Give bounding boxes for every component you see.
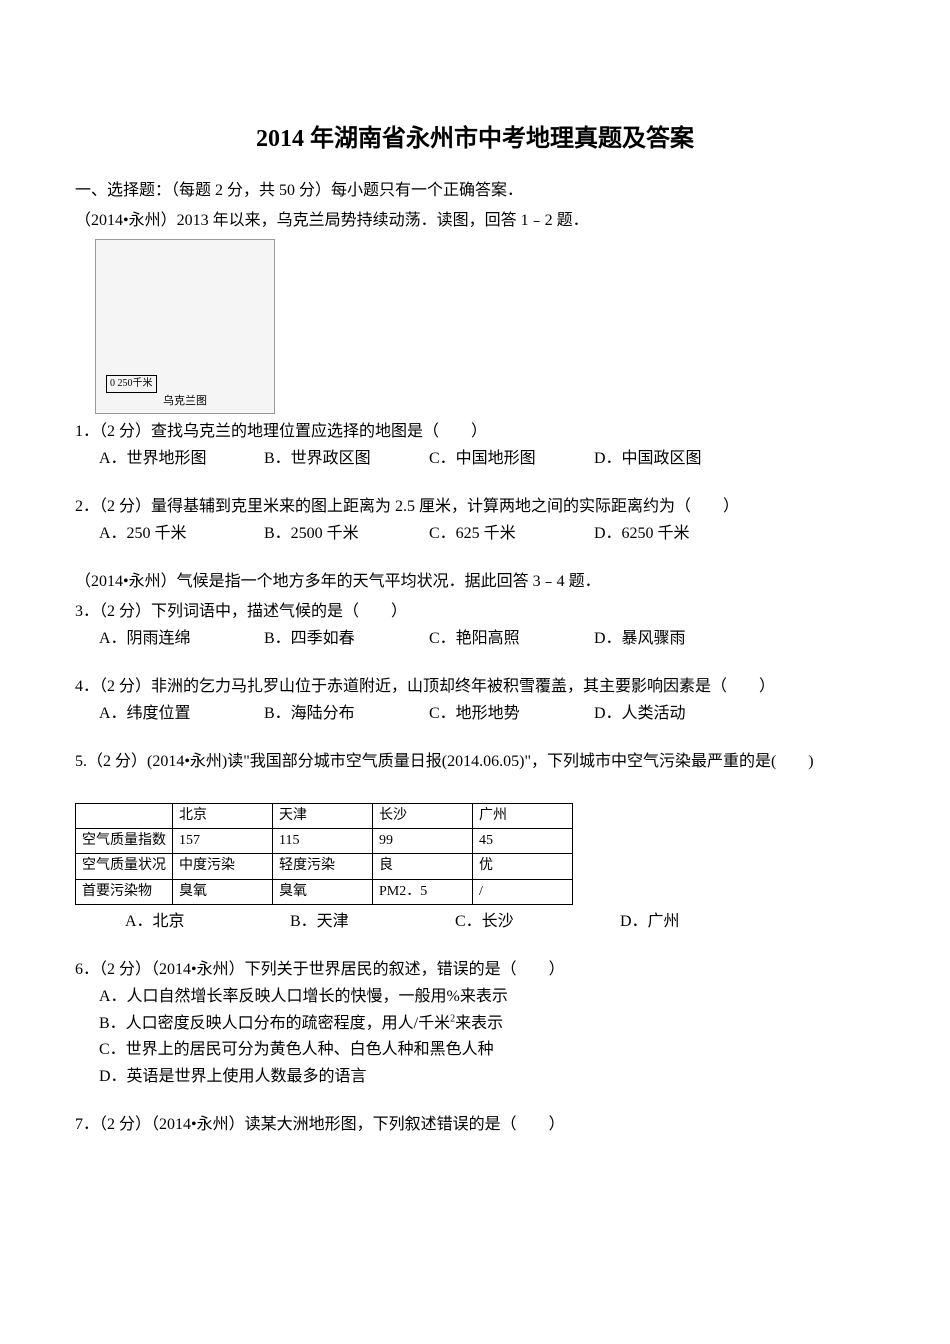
table-cell: 45 [473, 828, 573, 853]
table-cell [76, 803, 173, 828]
q3-option-b: B．四季如春 [264, 626, 429, 652]
page-title: 2014 年湖南省永州市中考地理真题及答案 [75, 120, 875, 158]
table-cell: 115 [273, 828, 373, 853]
table-cell: 天津 [273, 803, 373, 828]
q1-option-a: A．世界地形图 [99, 446, 264, 472]
q5-text: 5.（2 分）(2014•永州)读"我国部分城市空气质量日报(2014.06.0… [75, 749, 875, 775]
q6-option-a: A．人口自然增长率反映人口增长的快慢，一般用%来表示 [99, 984, 875, 1010]
table-cell: 优 [473, 854, 573, 879]
question-5: 5.（2 分）(2014•永州)读"我国部分城市空气质量日报(2014.06.0… [75, 749, 875, 935]
map-caption: 乌克兰图 [163, 393, 207, 411]
q1-options: A．世界地形图 B．世界政区图 C．中国地形图 D．中国政区图 [75, 446, 875, 472]
table-cell: 轻度污染 [273, 854, 373, 879]
q1-text: 1．（2 分）查找乌克兰的地理位置应选择的地图是（ ） [75, 419, 875, 445]
question-2: 2．（2 分）量得基辅到克里米来的图上距离为 2.5 厘米，计算两地之间的实际距… [75, 494, 875, 547]
table-cell: 99 [373, 828, 473, 853]
table-cell: PM2．5 [373, 879, 473, 904]
question-7: 7．（2 分）（2014•永州）读某大洲地形图，下列叙述错误的是（ ） [75, 1112, 875, 1138]
q7-text: 7．（2 分）（2014•永州）读某大洲地形图，下列叙述错误的是（ ） [75, 1112, 875, 1138]
q3-option-d: D．暴风骤雨 [594, 626, 759, 652]
table-cell: 广州 [473, 803, 573, 828]
q4-option-a: A．纬度位置 [99, 701, 264, 727]
q4-option-d: D．人类活动 [594, 701, 759, 727]
q1-option-d: D．中国政区图 [594, 446, 759, 472]
question-6: 6．（2 分）（2014•永州）下列关于世界居民的叙述，错误的是（ ） A．人口… [75, 957, 875, 1090]
table-cell: 中度污染 [173, 854, 273, 879]
section-intro: 一、选择题：（每题 2 分，共 50 分）每小题只有一个正确答案． [75, 178, 875, 204]
question-1: 1．（2 分）查找乌克兰的地理位置应选择的地图是（ ） A．世界地形图 B．世界… [75, 419, 875, 472]
q6-text: 6．（2 分）（2014•永州）下列关于世界居民的叙述，错误的是（ ） [75, 957, 875, 983]
q2-text: 2．（2 分）量得基辅到克里米来的图上距离为 2.5 厘米，计算两地之间的实际距… [75, 494, 875, 520]
q6-option-b: B．人口密度反映人口分布的疏密程度，用人/千米2来表示 [99, 1011, 875, 1037]
q2-option-c: C．625 千米 [429, 521, 594, 547]
table-cell: 良 [373, 854, 473, 879]
table-cell: 空气质量指数 [76, 828, 173, 853]
q2-options: A．250 千米 B．2500 千米 C．625 千米 D．6250 千米 [75, 521, 875, 547]
table-cell: 空气质量状况 [76, 854, 173, 879]
q3-options: A．阴雨连绵 B．四季如春 C．艳阳高照 D．暴风骤雨 [75, 626, 875, 652]
q4-option-b: B．海陆分布 [264, 701, 429, 727]
q5-option-d: D．广州 [620, 909, 785, 935]
table-row: 空气质量指数 157 115 99 45 [76, 828, 573, 853]
context-q1-2: （2014•永州）2013 年以来，乌克兰局势持续动荡．读图，回答 1﹣2 题． [75, 208, 875, 234]
table-cell: 长沙 [373, 803, 473, 828]
table-header-row: 北京 天津 长沙 广州 [76, 803, 573, 828]
q2-option-b: B．2500 千米 [264, 521, 429, 547]
q4-options: A．纬度位置 B．海陆分布 C．地形地势 D．人类活动 [75, 701, 875, 727]
air-quality-table: 北京 天津 长沙 广州 空气质量指数 157 115 99 45 空气质量状况 … [75, 803, 573, 906]
q5-option-c: C．长沙 [455, 909, 620, 935]
q5-options: A．北京 B．天津 C．长沙 D．广州 [75, 909, 875, 935]
q3-option-c: C．艳阳高照 [429, 626, 594, 652]
q6-options: A．人口自然增长率反映人口增长的快慢，一般用%来表示 B．人口密度反映人口分布的… [75, 984, 875, 1089]
table-cell: 臭氧 [273, 879, 373, 904]
map-scale: 0 250千米 [106, 375, 157, 393]
q2-option-a: A．250 千米 [99, 521, 264, 547]
q1-option-c: C．中国地形图 [429, 446, 594, 472]
table-cell: / [473, 879, 573, 904]
q6-option-d: D．英语是世界上使用人数最多的语言 [99, 1064, 875, 1090]
q6-option-c: C．世界上的居民可分为黄色人种、白色人种和黑色人种 [99, 1037, 875, 1063]
q5-option-b: B．天津 [290, 909, 455, 935]
table-cell: 首要污染物 [76, 879, 173, 904]
table-cell: 157 [173, 828, 273, 853]
q5-option-a: A．北京 [125, 909, 290, 935]
q3-option-a: A．阴雨连绵 [99, 626, 264, 652]
context-q3-4: （2014•永州）气候是指一个地方多年的天气平均状况．据此回答 3﹣4 题． [75, 569, 875, 595]
q4-text: 4．（2 分）非洲的乞力马扎罗山位于赤道附近，山顶却终年被积雪覆盖，其主要影响因… [75, 674, 875, 700]
q4-option-c: C．地形地势 [429, 701, 594, 727]
table-row: 首要污染物 臭氧 臭氧 PM2．5 / [76, 879, 573, 904]
q2-option-d: D．6250 千米 [594, 521, 759, 547]
ukraine-map: 0 250千米 乌克兰图 [95, 239, 275, 414]
question-3: 3．（2 分）下列词语中，描述气候的是（ ） A．阴雨连绵 B．四季如春 C．艳… [75, 599, 875, 652]
question-4: 4．（2 分）非洲的乞力马扎罗山位于赤道附近，山顶却终年被积雪覆盖，其主要影响因… [75, 674, 875, 727]
q1-option-b: B．世界政区图 [264, 446, 429, 472]
table-cell: 臭氧 [173, 879, 273, 904]
table-cell: 北京 [173, 803, 273, 828]
table-row: 空气质量状况 中度污染 轻度污染 良 优 [76, 854, 573, 879]
q3-text: 3．（2 分）下列词语中，描述气候的是（ ） [75, 599, 875, 625]
